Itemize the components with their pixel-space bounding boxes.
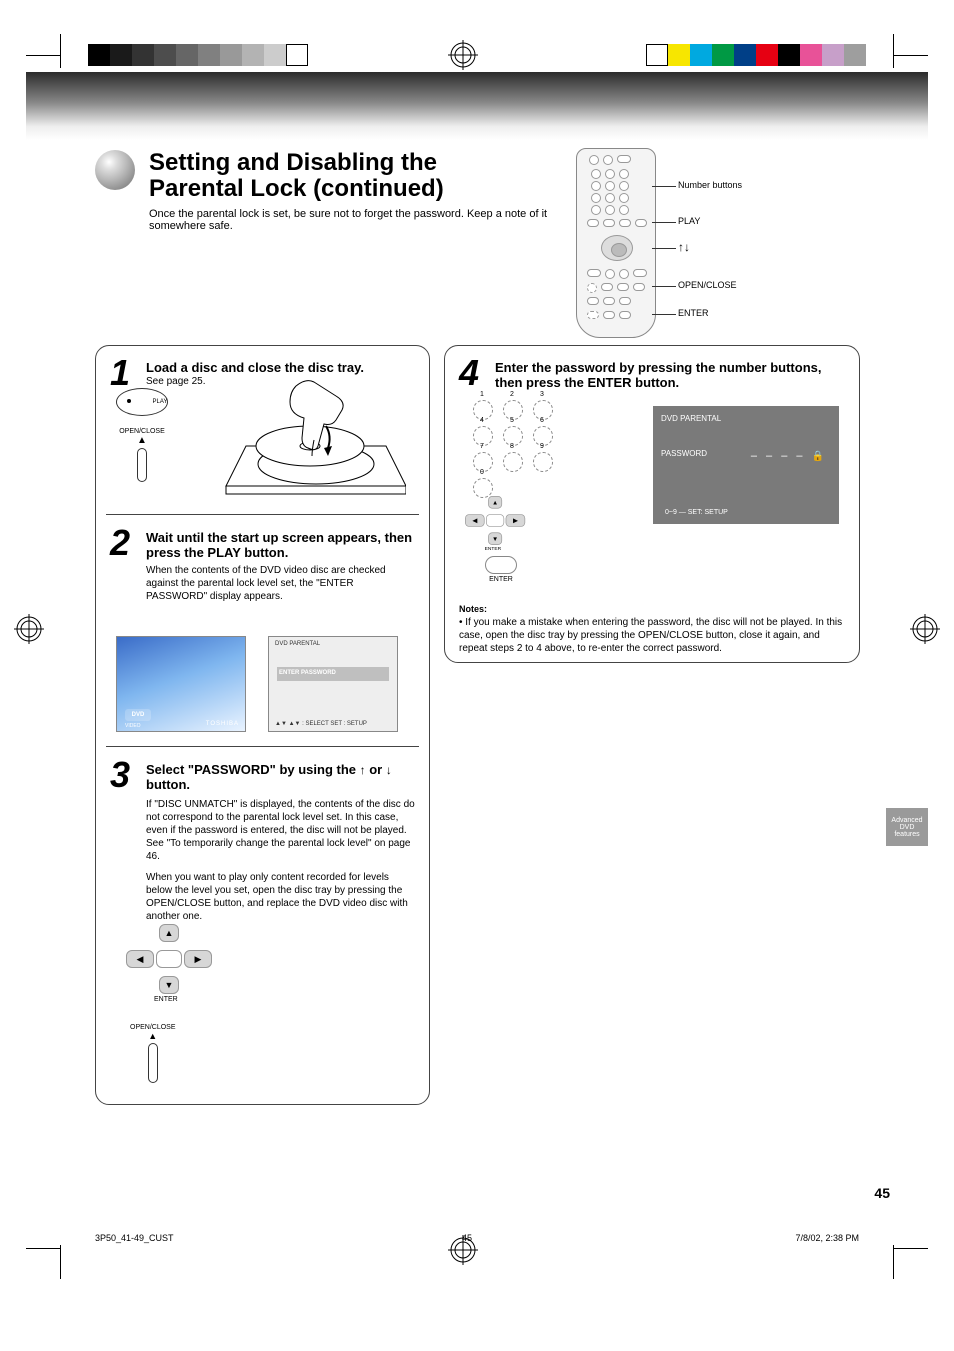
arrow-right-icon: ▶ bbox=[184, 950, 212, 968]
remote-label-play: PLAY bbox=[678, 216, 700, 226]
crop-mark bbox=[893, 1245, 894, 1279]
step-2-number: 2 bbox=[110, 522, 130, 564]
footer-page: 45 bbox=[462, 1233, 472, 1243]
registration-mark-icon bbox=[910, 614, 940, 644]
lock-icon: 🔒 bbox=[812, 451, 827, 462]
screen-enter-password: DVD PARENTAL ENTER PASSWORD ▲▼ ▲▼ : SELE… bbox=[268, 636, 398, 732]
step-1-title: Load a disc and close the disc tray. bbox=[146, 360, 415, 375]
remote-diagram: Number buttons PLAY ↑↓ OPEN/CLOSE ENTER bbox=[576, 148, 676, 338]
eject-icon: ▲ bbox=[116, 435, 168, 446]
crop-mark bbox=[894, 55, 928, 56]
header-gradient bbox=[26, 72, 928, 140]
dpad-graphic: ▲ ▼ ◀ ▶ ENTER bbox=[126, 924, 212, 994]
heading-bullet-icon bbox=[95, 150, 135, 190]
enter-icon bbox=[156, 950, 182, 968]
enter-button-graphic: ENTER bbox=[485, 556, 517, 583]
step-2-screens: DVD VIDEO TOSHIBA DVD PARENTAL ENTER PAS… bbox=[116, 636, 398, 732]
color-swatches bbox=[646, 44, 866, 66]
step-4-title: Enter the password by pressing the numbe… bbox=[495, 360, 845, 390]
remote-label-open-close: OPEN/CLOSE bbox=[678, 280, 737, 290]
crop-mark bbox=[60, 1245, 61, 1279]
step-3-title: Select "PASSWORD" by using the ↑ or ↓ bu… bbox=[146, 762, 415, 792]
crop-mark bbox=[26, 1248, 60, 1249]
page-subtitle: Once the parental lock is set, be sure n… bbox=[149, 208, 549, 232]
crop-mark bbox=[60, 34, 61, 68]
dpad-graphic-small: ▲ ▼ ◀ ▶ ENTER bbox=[465, 496, 525, 545]
arrow-down-icon: ▼ bbox=[159, 976, 179, 994]
step-2-title: Wait until the start up screen appears, … bbox=[146, 530, 415, 560]
screen-password-entry: DVD PARENTAL PASSWORD – – – – 🔒 0~9 — SE… bbox=[653, 406, 839, 524]
remote-label-numbers: Number buttons bbox=[678, 180, 742, 190]
step-4-notes: Notes: • If you make a mistake when ente… bbox=[459, 604, 845, 655]
steps-box-right: 4 Enter the password by pressing the num… bbox=[444, 345, 860, 663]
footer-filename: 3P50_41-49_CUST bbox=[95, 1233, 174, 1243]
step-3-number: 3 bbox=[110, 754, 130, 796]
remote-label-arrows: ↑↓ bbox=[678, 240, 690, 254]
open-close-label: OPEN/CLOSE bbox=[116, 428, 168, 435]
step-4-number: 4 bbox=[459, 352, 479, 394]
steps-box-left: 1 Load a disc and close the disc tray. S… bbox=[95, 345, 430, 1105]
step-3-body-2: When you want to play only content recor… bbox=[146, 871, 415, 923]
footer-timestamp: 7/8/02, 2:38 PM bbox=[795, 1233, 859, 1243]
number-keypad-graphic: 1234567890 bbox=[473, 400, 553, 504]
disc-tray-illustration bbox=[206, 376, 406, 496]
registration-mark-icon bbox=[14, 614, 44, 644]
page-heading: Setting and Disabling the Parental Lock … bbox=[95, 150, 549, 232]
registration-mark-icon bbox=[448, 40, 478, 70]
screen-startup: DVD VIDEO TOSHIBA bbox=[116, 636, 246, 732]
page-title-line2: Parental Lock (continued) bbox=[149, 175, 444, 202]
open-close-button-graphic: PLAY OPEN/CLOSE ▲ bbox=[116, 388, 168, 482]
open-close-button-graphic-2: OPEN/CLOSE ▲ bbox=[130, 1024, 176, 1083]
eject-icon: ▲ bbox=[130, 1031, 176, 1041]
step-2-body: When the contents of the DVD video disc … bbox=[146, 564, 415, 603]
section-tab: Advanced DVD features bbox=[886, 808, 928, 846]
crop-mark bbox=[26, 55, 60, 56]
remote-label-enter: ENTER bbox=[678, 308, 709, 318]
page-number: 45 bbox=[874, 1185, 890, 1201]
grayscale-swatches bbox=[88, 44, 308, 66]
page-title-line1: Setting and Disabling the bbox=[149, 149, 437, 176]
crop-mark bbox=[893, 34, 894, 68]
crop-mark bbox=[894, 1248, 928, 1249]
step-3-body-1: If "DISC UNMATCH" is displayed, the cont… bbox=[146, 798, 415, 863]
arrow-up-icon: ▲ bbox=[159, 924, 179, 942]
arrow-left-icon: ◀ bbox=[126, 950, 154, 968]
